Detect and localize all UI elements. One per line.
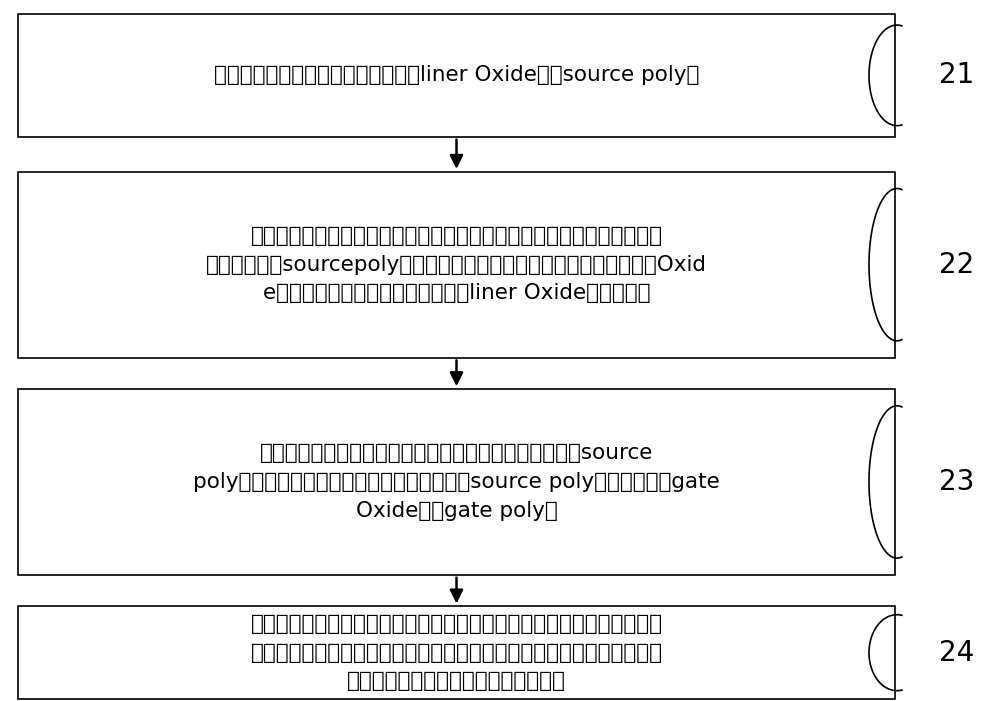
Text: 23: 23	[939, 468, 975, 496]
Text: 通过刻蚀方法对位于所述第一沟槽内和第二沟槽内的所述source
poly层进行刻蚀；并在所述第二沟槽内的所述source poly层上依次形成gate
Oxid: 通过刻蚀方法对位于所述第一沟槽内和第二沟槽内的所述source poly层进行刻…	[193, 443, 720, 521]
Text: 21: 21	[939, 62, 975, 89]
Bar	[18, 172, 895, 358]
Text: 在第一沟槽内和第二沟槽内依次形成liner Oxide层和source poly层: 在第一沟槽内和第二沟槽内依次形成liner Oxide层和source poly…	[214, 65, 699, 86]
Text: 22: 22	[939, 251, 975, 278]
Bar	[18, 606, 895, 699]
Bar	[18, 389, 895, 575]
Text: 在所述第一沟槽的两侧形成第二光刻胶层，通过刻蚀方法依次对所述第二
沟槽内的所述sourcepoly层进行刻蚀，将所述硬掩膜板包括的所述第二Oxid
e层去掉，对: 在所述第一沟槽的两侧形成第二光刻胶层，通过刻蚀方法依次对所述第二 沟槽内的所述s…	[206, 226, 707, 304]
Bar	[18, 14, 895, 137]
Text: 24: 24	[939, 639, 975, 667]
Text: 通过两次离子注入，在位于所述第一导电类型衬底层内形成第二导电类型
体区和第一导电类型源区；在所述第一导电类型衬底层上方形成隔离氧化
层，并在所述隔离氧化层上制备: 通过两次离子注入，在位于所述第一导电类型衬底层内形成第二导电类型 体区和第一导电…	[250, 614, 662, 691]
